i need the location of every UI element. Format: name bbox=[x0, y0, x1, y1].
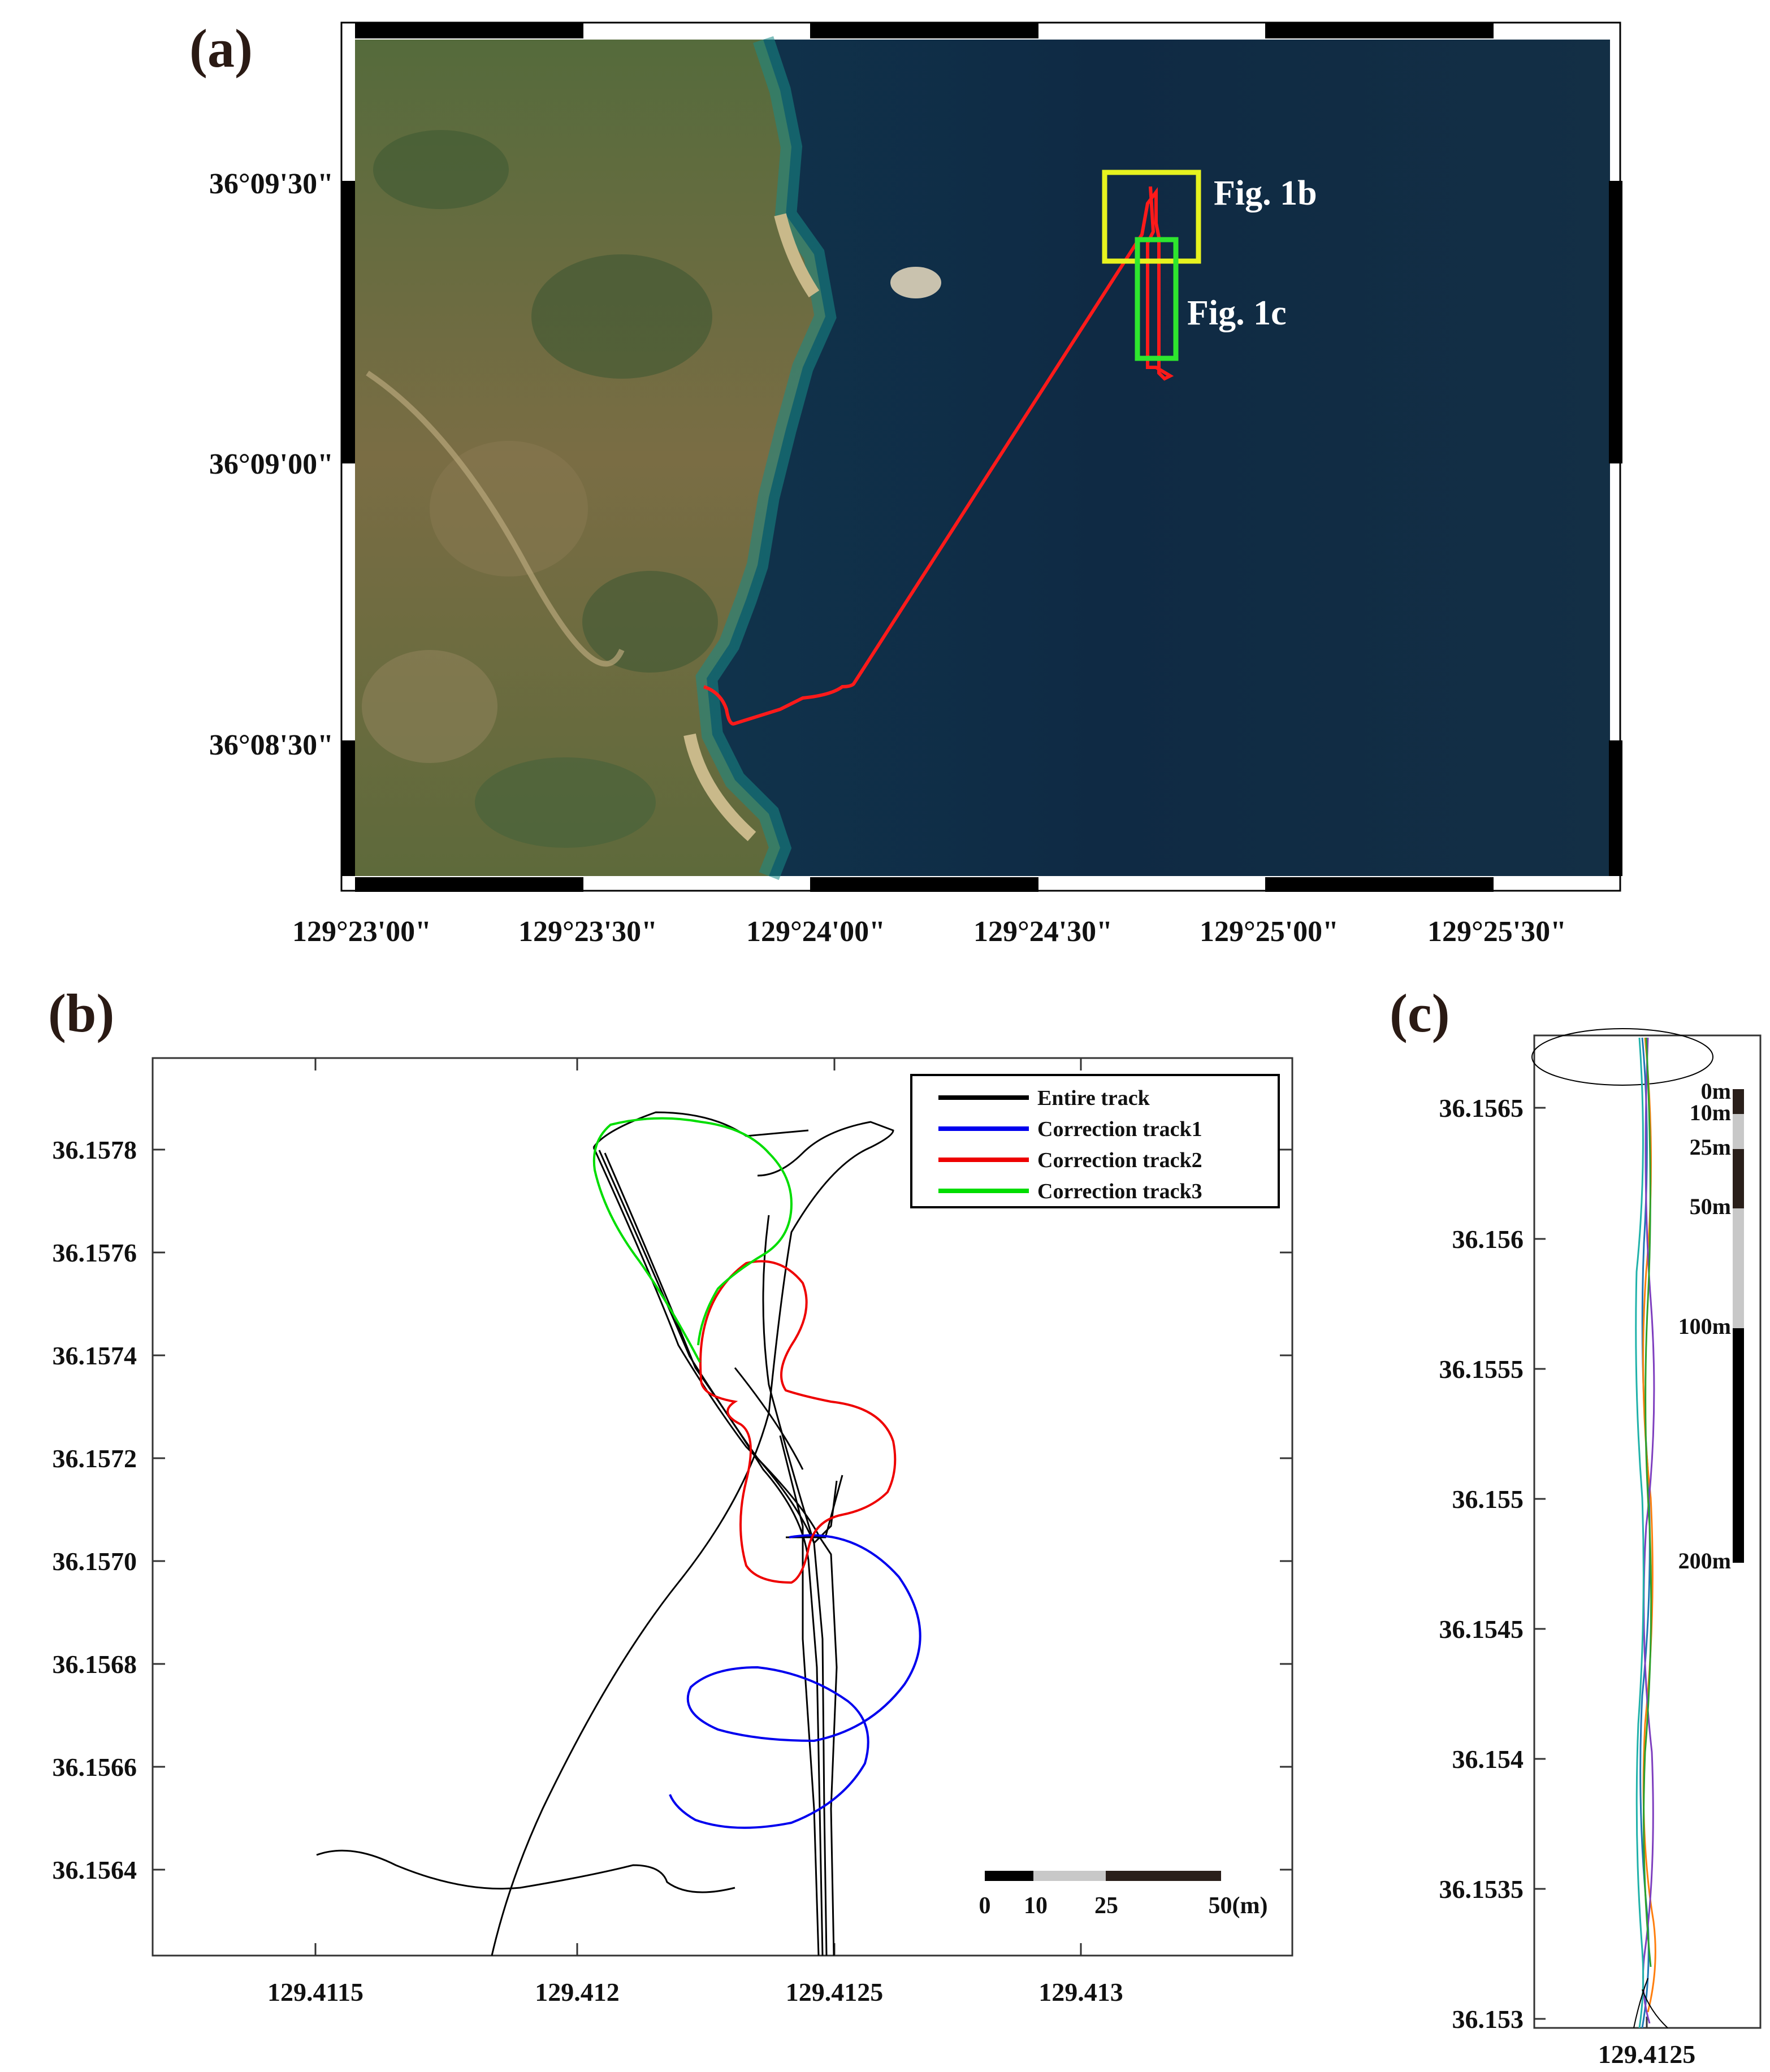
lon-tick-label: 129°23'30" bbox=[518, 916, 657, 948]
scalebar-label: 50m bbox=[1690, 1194, 1731, 1219]
panel-a-label: (a) bbox=[189, 18, 253, 79]
x-tick-label: 129.4125 bbox=[1598, 2040, 1696, 2069]
scalebar-label: 10m bbox=[1690, 1100, 1731, 1125]
scalebar-b: 0 10 25 50(m) bbox=[979, 1871, 1268, 1919]
lat-tick-label: 36°09'30" bbox=[209, 168, 334, 200]
satellite-map bbox=[355, 36, 1610, 881]
plot-b-y-labels: 36.1578 36.1576 36.1574 36.1572 36.1570 … bbox=[53, 1135, 137, 1884]
ship-track bbox=[703, 186, 1174, 726]
scalebar-label: 10 bbox=[1024, 1893, 1048, 1919]
y-tick-label: 36.1574 bbox=[53, 1341, 137, 1370]
y-tick-label: 36.1576 bbox=[53, 1238, 137, 1267]
panel-c: (c) 36.1565 36.156 36.1555 36.155 36.154… bbox=[1390, 983, 1762, 2069]
legend-entry: Entire track bbox=[1037, 1086, 1150, 1110]
lon-tick-label: 129°23'00" bbox=[292, 916, 431, 948]
y-tick-label: 36.153 bbox=[1452, 2005, 1524, 2034]
plot-c-tracks bbox=[1531, 1028, 1713, 2028]
y-tick-label: 36.1572 bbox=[53, 1444, 137, 1473]
scalebar-label: 25 bbox=[1094, 1893, 1118, 1919]
y-tick-label: 36.1565 bbox=[1439, 1094, 1524, 1122]
lon-tick-label: 129°25'00" bbox=[1200, 916, 1339, 948]
panel-a: (a) bbox=[189, 18, 1622, 948]
x-tick-label: 129.413 bbox=[1038, 1978, 1123, 2006]
y-tick-label: 36.1568 bbox=[53, 1650, 137, 1679]
lat-tick-label: 36°09'00" bbox=[209, 448, 334, 480]
y-tick-label: 36.1570 bbox=[53, 1547, 137, 1576]
x-tick-label: 129.4115 bbox=[267, 1978, 363, 2006]
fig1b-annotation: Fig. 1b bbox=[1214, 174, 1317, 213]
plot-b-x-labels: 129.4115 129.412 129.4125 129.413 bbox=[267, 1978, 1123, 2006]
y-tick-label: 36.1545 bbox=[1439, 1615, 1524, 1644]
panel-b: (b) 36.1578 36.1576 36.1574 36.1572 36.1… bbox=[48, 983, 1293, 2006]
legend-entry: Correction track3 bbox=[1037, 1180, 1202, 1203]
scalebar-label: 100m bbox=[1678, 1314, 1731, 1339]
island bbox=[890, 267, 941, 298]
lon-tick-label: 129°24'30" bbox=[973, 916, 1113, 948]
lon-tick-labels: 129°23'00" 129°23'30" 129°24'00" 129°24'… bbox=[292, 916, 1566, 948]
fig1c-annotation: Fig. 1c bbox=[1187, 294, 1287, 332]
legend: Entire track Correction track1 Correctio… bbox=[910, 1074, 1280, 1208]
x-tick-label: 129.412 bbox=[535, 1978, 620, 2006]
y-tick-label: 36.1535 bbox=[1439, 1875, 1524, 1904]
y-tick-label: 36.1566 bbox=[53, 1753, 137, 1781]
plot-c-axes bbox=[1533, 1034, 1762, 2029]
x-tick-label: 129.4125 bbox=[786, 1978, 884, 2006]
legend-entry: Correction track1 bbox=[1037, 1117, 1202, 1141]
y-tick-label: 36.154 bbox=[1452, 1745, 1524, 1774]
scalebar-label: 200m bbox=[1678, 1548, 1731, 1573]
beach-north bbox=[774, 213, 820, 298]
entire-track bbox=[316, 1111, 894, 1956]
lat-tick-label: 36°08'30" bbox=[209, 729, 334, 761]
panel-c-label: (c) bbox=[1390, 983, 1450, 1043]
scalebar-label: 0m bbox=[1701, 1078, 1731, 1104]
correction-track2 bbox=[699, 1260, 897, 1584]
y-tick-label: 36.156 bbox=[1452, 1225, 1524, 1254]
scalebar-label: 50(m) bbox=[1209, 1893, 1268, 1919]
y-tick-label: 36.1578 bbox=[53, 1135, 137, 1164]
y-tick-label: 36.1564 bbox=[53, 1856, 137, 1884]
y-tick-label: 36.1555 bbox=[1439, 1355, 1524, 1384]
scalebar-c: 0m 10m 25m 50m 100m 200m bbox=[1678, 1078, 1744, 1573]
lon-tick-label: 129°24'00" bbox=[746, 916, 885, 948]
fig1c-box bbox=[1135, 237, 1179, 361]
beach-south bbox=[683, 733, 756, 842]
plot-b-y-ticks bbox=[153, 1148, 1292, 1871]
lon-tick-label: 129°25'30" bbox=[1427, 916, 1566, 948]
panel-b-label: (b) bbox=[48, 983, 114, 1043]
scalebar-label: 0 bbox=[979, 1893, 991, 1919]
y-tick-label: 36.155 bbox=[1452, 1485, 1524, 1514]
map-frame bbox=[340, 21, 1622, 892]
coast-shallows bbox=[695, 36, 837, 881]
scalebar-label: 25m bbox=[1690, 1134, 1731, 1160]
plot-c-y-ticks bbox=[1534, 1107, 1648, 2028]
fig1b-box bbox=[1102, 170, 1201, 264]
correction-track1 bbox=[669, 1534, 921, 1829]
lat-tick-labels: 36°09'30" 36°09'00" 36°08'30" bbox=[209, 168, 334, 761]
correction-track3 bbox=[592, 1117, 793, 1363]
legend-entry: Correction track2 bbox=[1037, 1148, 1202, 1172]
plot-c-y-labels: 36.1565 36.156 36.1555 36.155 36.1545 36… bbox=[1439, 1094, 1524, 2034]
